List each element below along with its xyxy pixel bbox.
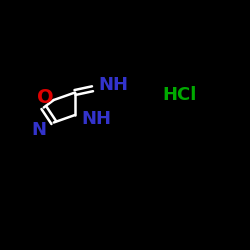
Text: HCl: HCl: [163, 86, 197, 104]
Text: NH: NH: [99, 76, 129, 94]
Text: O: O: [37, 88, 53, 107]
Text: N: N: [31, 121, 46, 139]
Text: NH: NH: [81, 110, 111, 128]
